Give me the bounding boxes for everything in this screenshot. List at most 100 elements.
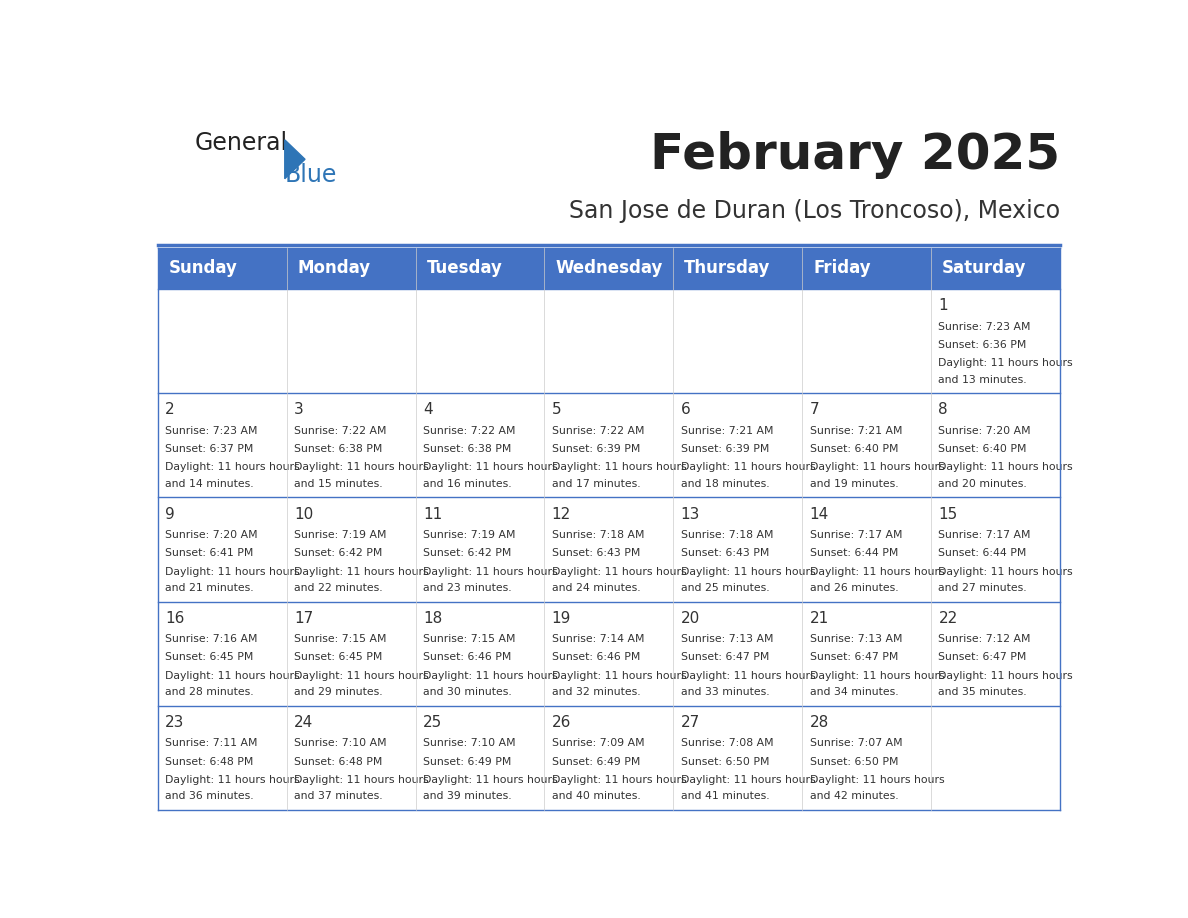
Text: Sunrise: 7:17 AM: Sunrise: 7:17 AM xyxy=(809,530,902,540)
Text: Sunset: 6:47 PM: Sunset: 6:47 PM xyxy=(939,653,1026,663)
Text: Sunset: 6:50 PM: Sunset: 6:50 PM xyxy=(681,756,769,767)
Text: Thursday: Thursday xyxy=(684,260,771,277)
Text: 16: 16 xyxy=(165,610,184,626)
Text: Sunset: 6:38 PM: Sunset: 6:38 PM xyxy=(293,444,383,454)
Text: Daylight: 11 hours hours: Daylight: 11 hours hours xyxy=(681,463,815,473)
Text: Daylight: 11 hours hours: Daylight: 11 hours hours xyxy=(165,671,299,681)
Text: and 26 minutes.: and 26 minutes. xyxy=(809,583,898,593)
Text: Blue: Blue xyxy=(285,163,337,187)
Text: Daylight: 11 hours hours: Daylight: 11 hours hours xyxy=(809,671,944,681)
Text: Sunset: 6:41 PM: Sunset: 6:41 PM xyxy=(165,548,253,558)
Text: Sunrise: 7:16 AM: Sunrise: 7:16 AM xyxy=(165,634,258,644)
Text: Sunset: 6:36 PM: Sunset: 6:36 PM xyxy=(939,340,1026,350)
Text: and 37 minutes.: and 37 minutes. xyxy=(293,791,383,801)
Text: Sunrise: 7:18 AM: Sunrise: 7:18 AM xyxy=(681,530,773,540)
Text: Sunset: 6:39 PM: Sunset: 6:39 PM xyxy=(681,444,769,454)
Text: and 34 minutes.: and 34 minutes. xyxy=(809,687,898,697)
Text: Daylight: 11 hours hours: Daylight: 11 hours hours xyxy=(939,463,1073,473)
Text: Sunrise: 7:08 AM: Sunrise: 7:08 AM xyxy=(681,738,773,748)
Text: 11: 11 xyxy=(423,507,442,521)
Text: Sunrise: 7:18 AM: Sunrise: 7:18 AM xyxy=(551,530,644,540)
Text: Friday: Friday xyxy=(814,260,871,277)
Text: Sunrise: 7:15 AM: Sunrise: 7:15 AM xyxy=(423,634,516,644)
Text: San Jose de Duran (Los Troncoso), Mexico: San Jose de Duran (Los Troncoso), Mexico xyxy=(569,198,1060,222)
Text: Sunrise: 7:19 AM: Sunrise: 7:19 AM xyxy=(423,530,516,540)
Text: and 25 minutes.: and 25 minutes. xyxy=(681,583,770,593)
Text: and 22 minutes.: and 22 minutes. xyxy=(293,583,383,593)
Text: 13: 13 xyxy=(681,507,700,521)
Text: 2: 2 xyxy=(165,402,175,418)
Text: and 36 minutes.: and 36 minutes. xyxy=(165,791,254,801)
Text: Monday: Monday xyxy=(298,260,371,277)
Text: 25: 25 xyxy=(423,715,442,730)
Text: 8: 8 xyxy=(939,402,948,418)
Text: Sunset: 6:47 PM: Sunset: 6:47 PM xyxy=(809,653,898,663)
Text: and 20 minutes.: and 20 minutes. xyxy=(939,478,1028,488)
Text: 27: 27 xyxy=(681,715,700,730)
Text: 7: 7 xyxy=(809,402,820,418)
Text: Sunrise: 7:10 AM: Sunrise: 7:10 AM xyxy=(423,738,516,748)
Text: and 21 minutes.: and 21 minutes. xyxy=(165,583,254,593)
Text: Sunrise: 7:21 AM: Sunrise: 7:21 AM xyxy=(681,426,773,436)
Text: Daylight: 11 hours hours: Daylight: 11 hours hours xyxy=(809,566,944,577)
FancyBboxPatch shape xyxy=(158,248,1060,289)
Text: Sunset: 6:50 PM: Sunset: 6:50 PM xyxy=(809,756,898,767)
Text: Sunrise: 7:20 AM: Sunrise: 7:20 AM xyxy=(939,426,1031,436)
Text: Sunset: 6:39 PM: Sunset: 6:39 PM xyxy=(551,444,640,454)
Text: 4: 4 xyxy=(423,402,432,418)
Text: and 29 minutes.: and 29 minutes. xyxy=(293,687,383,697)
Text: Sunrise: 7:22 AM: Sunrise: 7:22 AM xyxy=(551,426,644,436)
Text: Sunset: 6:48 PM: Sunset: 6:48 PM xyxy=(165,756,253,767)
Text: and 42 minutes.: and 42 minutes. xyxy=(809,791,898,801)
Text: Daylight: 11 hours hours: Daylight: 11 hours hours xyxy=(165,775,299,785)
Text: Daylight: 11 hours hours: Daylight: 11 hours hours xyxy=(551,775,687,785)
Text: Sunrise: 7:15 AM: Sunrise: 7:15 AM xyxy=(293,634,386,644)
Text: Daylight: 11 hours hours: Daylight: 11 hours hours xyxy=(293,775,429,785)
Text: Sunrise: 7:09 AM: Sunrise: 7:09 AM xyxy=(551,738,644,748)
Text: Daylight: 11 hours hours: Daylight: 11 hours hours xyxy=(551,671,687,681)
Text: 1: 1 xyxy=(939,298,948,313)
Text: and 39 minutes.: and 39 minutes. xyxy=(423,791,512,801)
Text: Sunrise: 7:13 AM: Sunrise: 7:13 AM xyxy=(681,634,773,644)
Text: February 2025: February 2025 xyxy=(650,131,1060,179)
Text: 21: 21 xyxy=(809,610,829,626)
Text: Sunset: 6:43 PM: Sunset: 6:43 PM xyxy=(681,548,769,558)
Text: Sunrise: 7:14 AM: Sunrise: 7:14 AM xyxy=(551,634,644,644)
Text: Daylight: 11 hours hours: Daylight: 11 hours hours xyxy=(165,463,299,473)
Text: Sunset: 6:38 PM: Sunset: 6:38 PM xyxy=(423,444,511,454)
Text: and 13 minutes.: and 13 minutes. xyxy=(939,375,1028,385)
Text: and 28 minutes.: and 28 minutes. xyxy=(165,687,254,697)
Text: and 27 minutes.: and 27 minutes. xyxy=(939,583,1028,593)
Text: Daylight: 11 hours hours: Daylight: 11 hours hours xyxy=(293,566,429,577)
Text: Daylight: 11 hours hours: Daylight: 11 hours hours xyxy=(423,671,557,681)
Text: Daylight: 11 hours hours: Daylight: 11 hours hours xyxy=(939,671,1073,681)
Text: Sunset: 6:49 PM: Sunset: 6:49 PM xyxy=(423,756,511,767)
Text: Daylight: 11 hours hours: Daylight: 11 hours hours xyxy=(809,463,944,473)
Text: Sunset: 6:47 PM: Sunset: 6:47 PM xyxy=(681,653,769,663)
Text: Sunrise: 7:11 AM: Sunrise: 7:11 AM xyxy=(165,738,258,748)
Text: and 19 minutes.: and 19 minutes. xyxy=(809,478,898,488)
Text: General: General xyxy=(195,131,287,155)
Text: 28: 28 xyxy=(809,715,829,730)
Text: Sunset: 6:44 PM: Sunset: 6:44 PM xyxy=(939,548,1026,558)
Text: Sunset: 6:46 PM: Sunset: 6:46 PM xyxy=(551,653,640,663)
Text: Sunset: 6:46 PM: Sunset: 6:46 PM xyxy=(423,653,511,663)
Text: 20: 20 xyxy=(681,610,700,626)
Text: 18: 18 xyxy=(423,610,442,626)
Text: Daylight: 11 hours hours: Daylight: 11 hours hours xyxy=(423,463,557,473)
Text: 23: 23 xyxy=(165,715,184,730)
Text: Daylight: 11 hours hours: Daylight: 11 hours hours xyxy=(165,566,299,577)
Text: Sunset: 6:48 PM: Sunset: 6:48 PM xyxy=(293,756,383,767)
Text: Daylight: 11 hours hours: Daylight: 11 hours hours xyxy=(681,566,815,577)
Text: Daylight: 11 hours hours: Daylight: 11 hours hours xyxy=(423,566,557,577)
Text: Daylight: 11 hours hours: Daylight: 11 hours hours xyxy=(681,775,815,785)
Text: Sunset: 6:49 PM: Sunset: 6:49 PM xyxy=(551,756,640,767)
Text: 10: 10 xyxy=(293,507,314,521)
Text: and 16 minutes.: and 16 minutes. xyxy=(423,478,512,488)
Text: 19: 19 xyxy=(551,610,571,626)
Text: Sunrise: 7:23 AM: Sunrise: 7:23 AM xyxy=(165,426,258,436)
Text: Daylight: 11 hours hours: Daylight: 11 hours hours xyxy=(681,671,815,681)
Text: 15: 15 xyxy=(939,507,958,521)
Text: and 35 minutes.: and 35 minutes. xyxy=(939,687,1028,697)
Text: Sunset: 6:40 PM: Sunset: 6:40 PM xyxy=(939,444,1026,454)
